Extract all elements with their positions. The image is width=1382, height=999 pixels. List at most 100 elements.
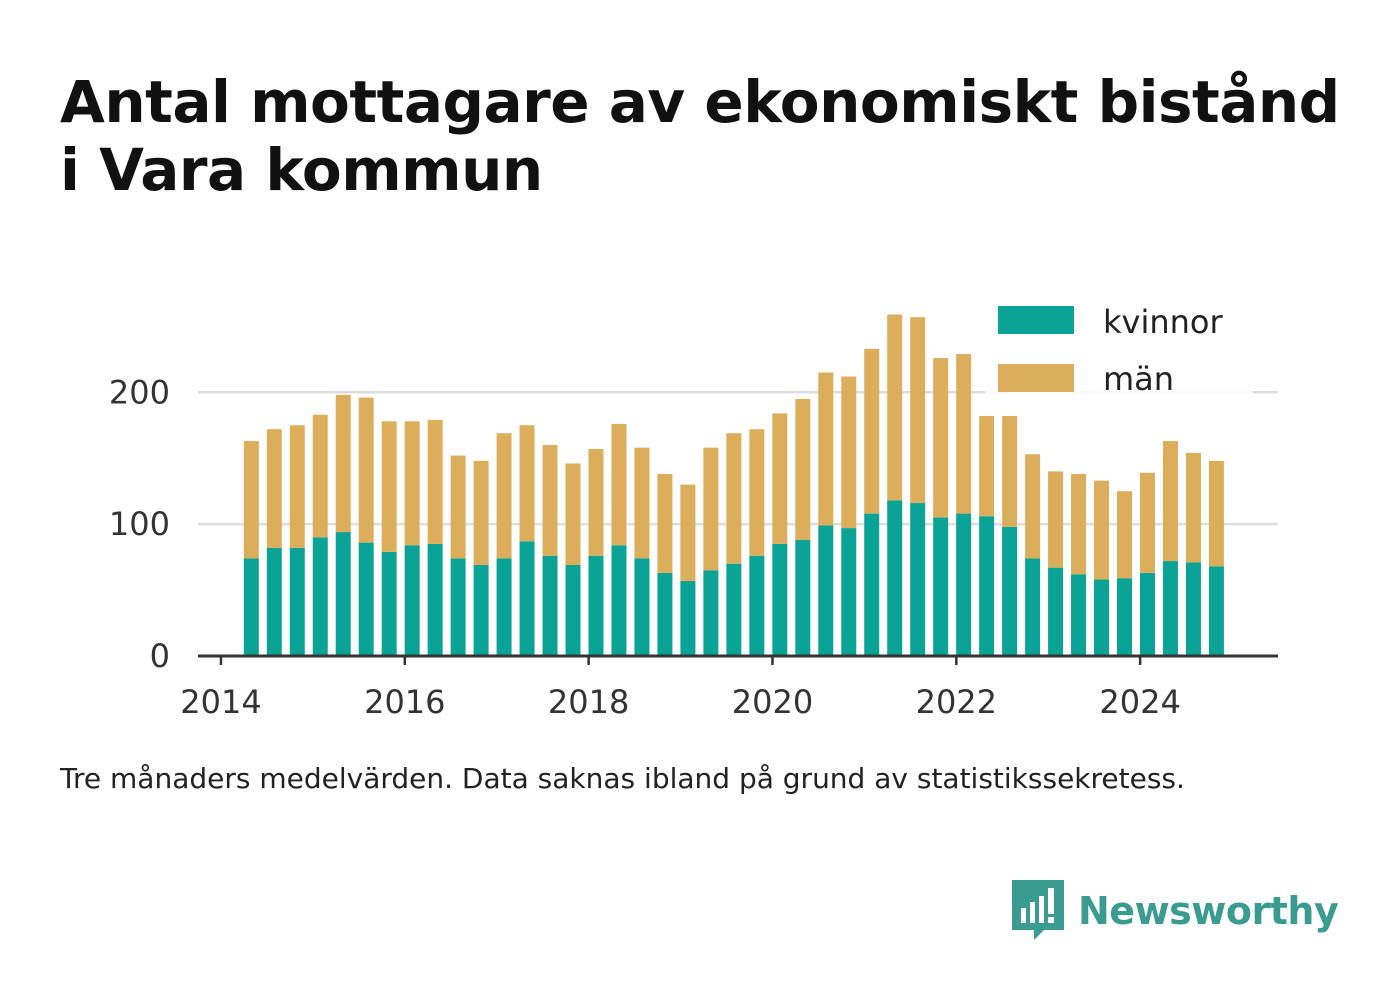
bar-man xyxy=(312,414,328,538)
y-tick-label-100: 100 xyxy=(109,505,170,543)
brand-name: Newsworthy xyxy=(1078,889,1339,933)
bar-man xyxy=(404,421,420,546)
bar-kvinnor xyxy=(910,503,926,656)
bar-kvinnor xyxy=(335,532,351,656)
bar-man xyxy=(956,354,972,514)
bar-kvinnor xyxy=(841,528,857,656)
x-tick-label-2016: 2016 xyxy=(364,683,445,721)
bar-man xyxy=(611,423,627,546)
bar-kvinnor xyxy=(1117,578,1133,656)
bar-man xyxy=(703,447,719,571)
bar-man xyxy=(634,447,650,559)
bar-man xyxy=(910,317,926,504)
bar-man xyxy=(427,419,443,544)
bar-man xyxy=(749,429,765,556)
bar-kvinnor xyxy=(749,555,765,656)
brand-logo[interactable]: Newsworthy xyxy=(1012,878,1339,944)
bar-kvinnor xyxy=(427,543,443,656)
bar-kvinnor xyxy=(703,570,719,656)
bar-man xyxy=(266,429,282,548)
bar-man xyxy=(818,372,834,526)
bar-man xyxy=(841,376,857,529)
newsworthy-logo-icon xyxy=(1012,880,1064,940)
bar-kvinnor xyxy=(818,525,834,656)
bar-man xyxy=(1048,471,1064,568)
bars xyxy=(243,314,1224,656)
bar-kvinnor xyxy=(404,545,420,656)
bar-man xyxy=(657,474,673,573)
bar-kvinnor xyxy=(611,545,627,656)
bar-man xyxy=(519,425,535,542)
bar-man xyxy=(864,348,880,514)
bar-kvinnor xyxy=(657,572,673,656)
bar-kvinnor xyxy=(519,541,535,656)
legend: kvinnor män xyxy=(985,296,1253,400)
legend-swatch-kvinnor xyxy=(998,306,1074,334)
bar-kvinnor xyxy=(496,558,512,656)
bar-man xyxy=(335,394,351,533)
x-tick-label-2024: 2024 xyxy=(1099,683,1180,721)
bar-man xyxy=(887,314,903,501)
bar-man xyxy=(1094,480,1110,580)
bar-man xyxy=(726,433,742,564)
x-tick-label-2020: 2020 xyxy=(732,683,813,721)
bar-kvinnor xyxy=(680,580,696,656)
legend-label-man: män xyxy=(1103,360,1174,398)
x-tick-label-2018: 2018 xyxy=(548,683,629,721)
bar-man xyxy=(1025,454,1041,559)
bar-man xyxy=(450,455,466,559)
x-tick-label-2014: 2014 xyxy=(180,683,261,721)
bar-man xyxy=(473,460,489,566)
bar-kvinnor xyxy=(887,500,903,656)
bar-kvinnor xyxy=(1208,566,1224,656)
bar-man xyxy=(1208,460,1224,567)
bar-kvinnor xyxy=(588,555,604,656)
bar-kvinnor xyxy=(1048,567,1064,656)
bar-man xyxy=(933,358,949,518)
bar-kvinnor xyxy=(726,563,742,656)
bar-kvinnor xyxy=(1139,572,1155,656)
bar-man xyxy=(1185,452,1201,563)
bar-man xyxy=(496,433,512,559)
bar-kvinnor xyxy=(1025,558,1041,656)
bar-kvinnor xyxy=(956,513,972,656)
axes: 0 100 200 2014 2016 2018 2020 2022 2024 xyxy=(109,373,1278,721)
bar-kvinnor xyxy=(979,516,995,656)
bar-kvinnor xyxy=(266,547,282,656)
bar-man xyxy=(1162,441,1178,562)
bar-kvinnor xyxy=(795,539,811,656)
footnote: Tre månaders medelvärden. Data saknas ib… xyxy=(60,762,1185,795)
y-tick-label-200: 200 xyxy=(109,373,170,411)
bar-kvinnor xyxy=(358,542,374,656)
bar-man xyxy=(381,421,397,552)
bar-man xyxy=(1002,416,1018,527)
bar-man xyxy=(979,416,995,517)
bar-kvinnor xyxy=(864,513,880,656)
bar-man xyxy=(542,445,558,556)
bar-kvinnor xyxy=(473,565,489,656)
bar-kvinnor xyxy=(289,547,305,656)
bar-kvinnor xyxy=(381,551,397,656)
bar-kvinnor xyxy=(565,565,581,656)
bar-man xyxy=(680,484,696,581)
y-tick-label-0: 0 xyxy=(150,637,170,675)
bar-kvinnor xyxy=(772,543,788,656)
bar-man xyxy=(795,398,811,540)
bar-kvinnor xyxy=(1071,574,1087,656)
bar-kvinnor xyxy=(1185,562,1201,656)
bar-man xyxy=(358,397,374,543)
bar-kvinnor xyxy=(1162,561,1178,656)
bar-kvinnor xyxy=(243,558,259,656)
bar-man xyxy=(243,441,259,559)
bar-kvinnor xyxy=(1002,526,1018,656)
legend-swatch-man xyxy=(998,364,1074,392)
bar-kvinnor xyxy=(634,558,650,656)
bar-man xyxy=(772,413,788,544)
bar-kvinnor xyxy=(1094,579,1110,656)
bar-kvinnor xyxy=(450,558,466,656)
chart-title: Antal mottagare av ekonomiskt bistånd i … xyxy=(60,68,1340,204)
bar-kvinnor xyxy=(312,537,328,656)
legend-label-kvinnor: kvinnor xyxy=(1103,303,1224,341)
